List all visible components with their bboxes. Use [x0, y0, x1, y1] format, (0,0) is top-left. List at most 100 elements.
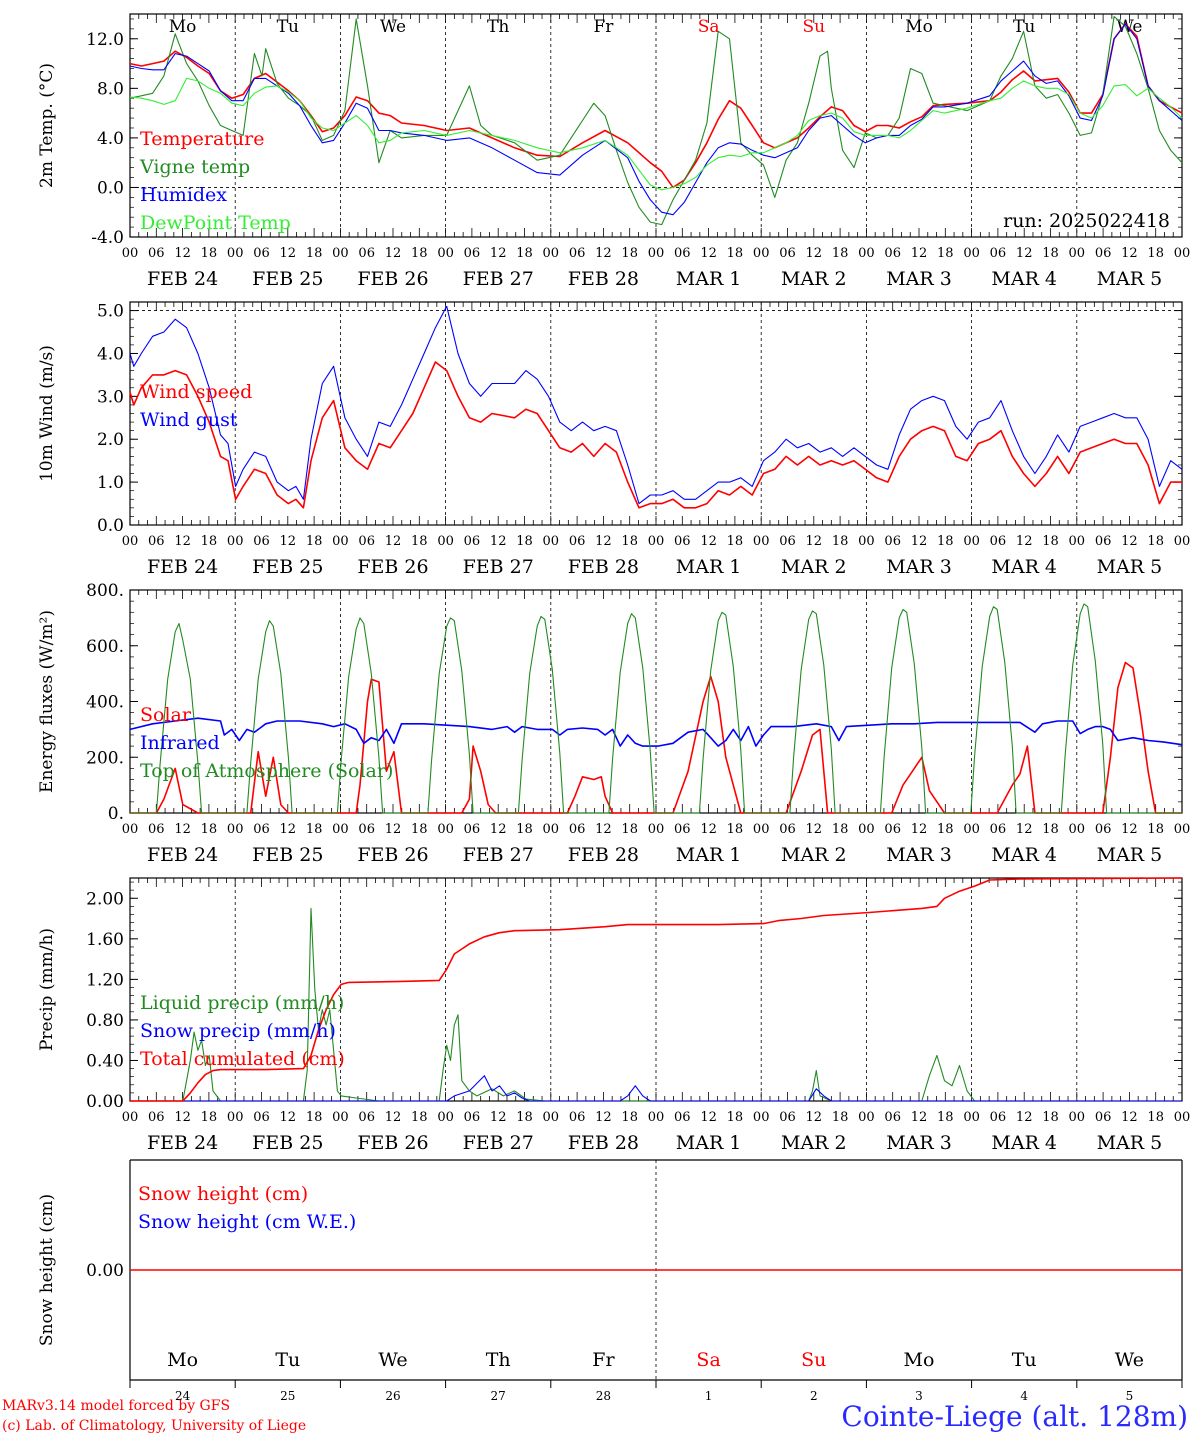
x-hour-label: 18	[832, 822, 849, 837]
x-hour-label: 18	[832, 246, 849, 261]
x-hour-label: 00	[648, 534, 665, 549]
x-hour-label: 06	[148, 534, 165, 549]
weekday-label: We	[378, 1349, 407, 1371]
x-date-label: MAR 1	[676, 556, 742, 578]
series-line	[130, 877, 1183, 1102]
legend-entry: Top of Atmosphere (Solar)	[140, 760, 393, 782]
x-hour-label: 18	[411, 534, 428, 549]
x-date-label: FEB 25	[252, 1132, 323, 1154]
y-tick-label: 600.	[86, 637, 124, 657]
weekday-label: We	[1115, 1349, 1144, 1371]
day-number-label: 27	[491, 1389, 506, 1400]
x-hour-label: 18	[516, 822, 533, 837]
x-hour-label: 00	[1069, 246, 1086, 261]
x-date-label: MAR 3	[886, 556, 952, 578]
x-hour-label: 00	[1069, 534, 1086, 549]
x-hour-label: 18	[832, 1110, 849, 1125]
x-hour-label: 12	[911, 1110, 928, 1125]
x-hour-label: 06	[990, 534, 1007, 549]
y-axis-label: Energy fluxes (W/m²)	[37, 610, 57, 793]
day-number-label: 3	[915, 1389, 923, 1400]
series-line	[129, 23, 1183, 189]
series-line	[129, 717, 1183, 747]
x-hour-label: 12	[174, 1110, 191, 1125]
x-hour-label: 00	[332, 822, 349, 837]
x-hour-label: 06	[674, 534, 691, 549]
weekday-label: Tu	[1013, 17, 1035, 37]
y-tick-label: 1.60	[86, 930, 124, 950]
x-hour-label: 12	[595, 534, 612, 549]
x-hour-label: 00	[332, 246, 349, 261]
x-hour-label: 18	[727, 534, 744, 549]
x-date-label: FEB 24	[147, 1132, 218, 1154]
x-hour-label: 18	[937, 822, 954, 837]
x-date-label: MAR 4	[991, 556, 1057, 578]
x-hour-label: 00	[753, 822, 770, 837]
x-date-label: MAR 3	[886, 1132, 952, 1154]
x-hour-label: 00	[753, 246, 770, 261]
x-hour-label: 18	[621, 246, 638, 261]
x-hour-label: 00	[437, 822, 454, 837]
x-hour-label: 06	[779, 1110, 796, 1125]
x-hour-label: 00	[437, 1110, 454, 1125]
x-hour-label: 06	[884, 534, 901, 549]
x-hour-label: 00	[122, 1110, 139, 1125]
x-date-label: MAR 1	[676, 1132, 742, 1154]
legend-entry: Wind speed	[140, 381, 252, 403]
legend-entry: Vigne temp	[139, 156, 250, 178]
x-date-label: FEB 27	[463, 1132, 534, 1154]
series-line	[130, 1075, 1182, 1102]
x-hour-label: 12	[280, 822, 297, 837]
x-hour-label: 06	[779, 822, 796, 837]
x-hour-label: 06	[990, 1110, 1007, 1125]
x-hour-label: 00	[648, 822, 665, 837]
weekday-label: Su	[801, 1349, 826, 1371]
x-hour-label: 00	[963, 822, 980, 837]
x-hour-label: 00	[227, 822, 244, 837]
y-tick-label: 0.0	[97, 516, 124, 536]
x-hour-label: 00	[858, 534, 875, 549]
x-date-label: MAR 5	[1097, 268, 1163, 290]
x-hour-label: 12	[911, 534, 928, 549]
x-hour-label: 00	[1174, 822, 1191, 837]
x-hour-label: 00	[1174, 534, 1191, 549]
x-hour-label: 06	[253, 534, 270, 549]
x-hour-label: 12	[385, 534, 402, 549]
x-hour-label: 12	[385, 1110, 402, 1125]
x-hour-label: 06	[779, 246, 796, 261]
x-hour-label: 00	[648, 1110, 665, 1125]
x-hour-label: 12	[806, 534, 823, 549]
meteogram-chart: -4.00.04.08.012.02m Temp. (°C)Mo Tu We Th Fr…	[37, 13, 1191, 1400]
x-date-label: FEB 26	[357, 844, 428, 866]
x-hour-label: 12	[174, 246, 191, 261]
x-hour-label: 18	[937, 1110, 954, 1125]
x-date-label: FEB 27	[463, 268, 534, 290]
y-tick-label: 800.	[86, 581, 124, 601]
x-hour-label: 00	[227, 246, 244, 261]
y-tick-label: 4.0	[97, 129, 124, 149]
x-hour-label: 12	[1016, 534, 1033, 549]
weekday-label: Mo	[167, 1349, 198, 1371]
x-hour-label: 00	[227, 534, 244, 549]
x-hour-label: 12	[490, 246, 507, 261]
weekday-label: Tu	[277, 17, 299, 37]
x-hour-label: 18	[411, 822, 428, 837]
x-hour-label: 00	[122, 822, 139, 837]
x-hour-label: 00	[543, 1110, 560, 1125]
x-hour-label: 00	[963, 246, 980, 261]
x-hour-label: 06	[884, 822, 901, 837]
x-date-label: FEB 26	[357, 1132, 428, 1154]
x-hour-label: 06	[464, 246, 481, 261]
x-hour-label: 06	[358, 1110, 375, 1125]
legend-entry: Liquid precip (mm/h)	[140, 992, 344, 1014]
x-hour-label: 18	[306, 534, 323, 549]
weekday-label: Th	[486, 1349, 511, 1371]
day-number-label: 5	[1126, 1389, 1134, 1400]
y-tick-label: -4.0	[91, 228, 124, 248]
legend-entry: Humidex	[140, 184, 227, 206]
x-hour-label: 18	[621, 1110, 638, 1125]
y-tick-label: 0.80	[86, 1011, 124, 1031]
x-hour-label: 00	[543, 246, 560, 261]
x-hour-label: 06	[1095, 1110, 1112, 1125]
x-hour-label: 12	[490, 822, 507, 837]
